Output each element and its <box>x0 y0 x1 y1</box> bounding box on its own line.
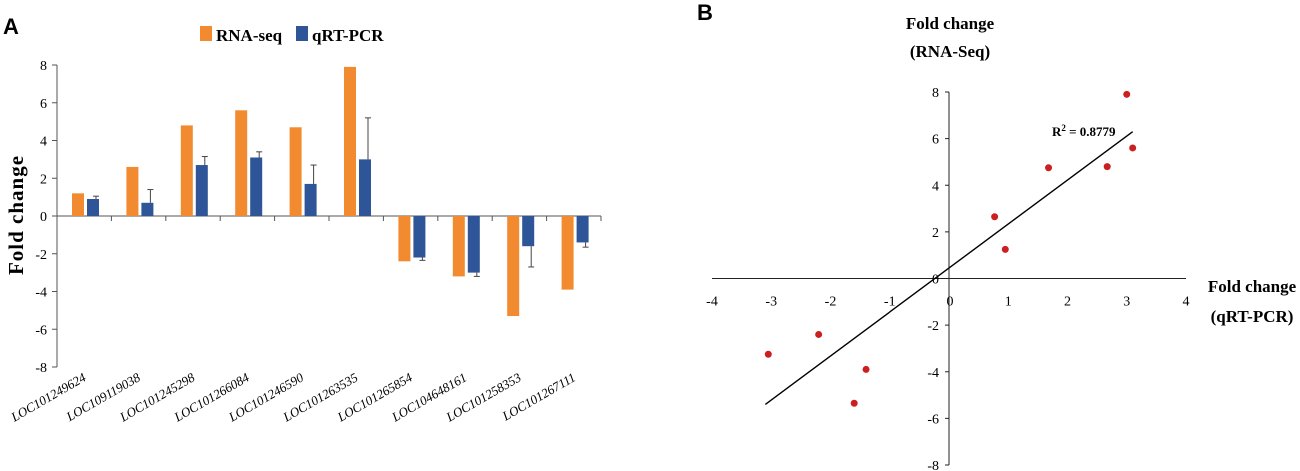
panel-b-y-tick-label: -2 <box>927 319 939 334</box>
panel-a-y-tick-label: -2 <box>35 248 47 263</box>
bar-rna-seq <box>452 216 465 277</box>
scatter-point <box>991 213 999 221</box>
regression-trendline <box>764 131 1134 405</box>
bar-rna-seq <box>398 216 411 262</box>
panel-b-y-tick-label: -6 <box>927 412 939 427</box>
scatter-point <box>850 399 858 407</box>
scatter-point <box>815 330 823 338</box>
scatter-point <box>1001 245 1009 253</box>
bar-rna-seq <box>235 110 248 216</box>
bar-qrt-pcr <box>359 159 371 216</box>
scatter-point <box>1045 164 1053 172</box>
panel-b-y-tick-label: 6 <box>932 133 939 148</box>
scatter-point <box>1129 144 1137 152</box>
panel-b-y-tick-label: 2 <box>932 226 939 241</box>
panel-a-y-tick-label: -4 <box>35 286 47 301</box>
panel-b-x-tick-label: -1 <box>884 295 896 310</box>
panel-a-y-tick-label: 6 <box>40 97 47 112</box>
panel-a-y-axis-label: Fold change <box>4 155 28 275</box>
panel-a-y-tick-label: 2 <box>40 172 47 187</box>
panel-b-x-tick-label: 3 <box>1123 295 1130 310</box>
scatter-point <box>862 365 870 373</box>
panel-b-axes: -4 -3 -2 -1 0 1 2 3 4 -8 -6 -4 -2 2 4 6 8 0 <box>706 86 1189 471</box>
scatter-point <box>764 350 772 358</box>
legend-label-rna-seq: RNA-seq <box>216 26 283 45</box>
bar-rna-seq <box>289 127 302 216</box>
r-squared-superscript: 2 <box>1061 123 1066 133</box>
bar-qrt-pcr <box>250 157 263 216</box>
panel-a-y-tick-label: 8 <box>40 59 47 74</box>
r-squared-r: R <box>1052 124 1062 139</box>
panel-b-trendline-group <box>764 131 1134 405</box>
panel-a-bar-chart: A RNA-seq qRT-PCR Fold change -8 -6 -4 -2 0 2… <box>3 14 602 425</box>
scatter-point <box>1103 163 1111 171</box>
legend-label-qrt-pcr: qRT-PCR <box>312 26 384 45</box>
panel-b-y-tick-label: -8 <box>927 459 939 471</box>
bar-rna-seq <box>126 166 139 216</box>
bar-qrt-pcr <box>195 165 208 216</box>
panel-b-scatter-chart: B Fold change (RNA-Seq) Fold change (qRT… <box>697 0 1297 471</box>
bar-qrt-pcr <box>576 216 589 243</box>
panel-a-y-tick-label: 0 <box>40 210 47 225</box>
bar-qrt-pcr <box>87 199 99 216</box>
bar-qrt-pcr <box>413 216 426 258</box>
panel-b-x-tick-label: -3 <box>765 295 777 310</box>
r-squared-value: = 0.8779 <box>1066 124 1116 139</box>
r-squared-label: R2 = 0.8779 <box>1052 123 1116 139</box>
panel-a-letter: A <box>3 14 19 39</box>
panel-b-x-tick-label: -2 <box>825 295 837 310</box>
panel-a-y-tick-label: 4 <box>40 135 47 150</box>
bar-rna-seq <box>72 193 84 216</box>
bar-rna-seq <box>180 125 193 216</box>
panel-b-letter: B <box>697 0 713 25</box>
panel-b-x-tick-label: -4 <box>706 295 718 310</box>
panel-b-x-axis-label-line2: (qRT-PCR) <box>1211 307 1294 326</box>
bar-rna-seq <box>507 216 520 317</box>
panel-b-y-tick-label: 0 <box>932 273 939 288</box>
bar-qrt-pcr <box>141 202 154 216</box>
panel-b-y-tick-label: -4 <box>927 366 939 381</box>
legend-swatch-rna-seq <box>200 26 212 41</box>
panel-a-bars <box>72 66 589 317</box>
panel-b-y-axis-label-line2: (RNA-Seq) <box>910 42 990 61</box>
bar-qrt-pcr <box>304 183 317 216</box>
panel-b-y-tick-label: 4 <box>932 179 939 194</box>
panel-a-category-labels: LOC101249624LOC109119038LOC101245298LOC1… <box>7 369 578 425</box>
bar-qrt-pcr <box>467 216 480 273</box>
panel-b-x-axis-label-line1: Fold change <box>1208 277 1297 296</box>
bar-rna-seq <box>561 216 574 290</box>
panel-b-x-tick-label: 0 <box>947 295 954 310</box>
bar-rna-seq <box>344 66 356 216</box>
panel-b-y-axis-label-line1: Fold change <box>906 14 995 33</box>
panel-b-x-tick-label: 1 <box>1005 295 1012 310</box>
panel-b-x-tick-label: 2 <box>1064 295 1071 310</box>
bar-qrt-pcr <box>522 216 535 247</box>
panel-b-points <box>764 90 1137 407</box>
panel-b-x-tick-label: 4 <box>1183 295 1190 310</box>
legend-swatch-qrt-pcr <box>296 26 308 41</box>
scatter-point <box>1123 90 1131 98</box>
panel-a-y-tick-label: -8 <box>35 361 47 376</box>
panel-a-y-tick-label: -6 <box>35 323 47 338</box>
panel-b-y-tick-label: 8 <box>932 86 939 101</box>
